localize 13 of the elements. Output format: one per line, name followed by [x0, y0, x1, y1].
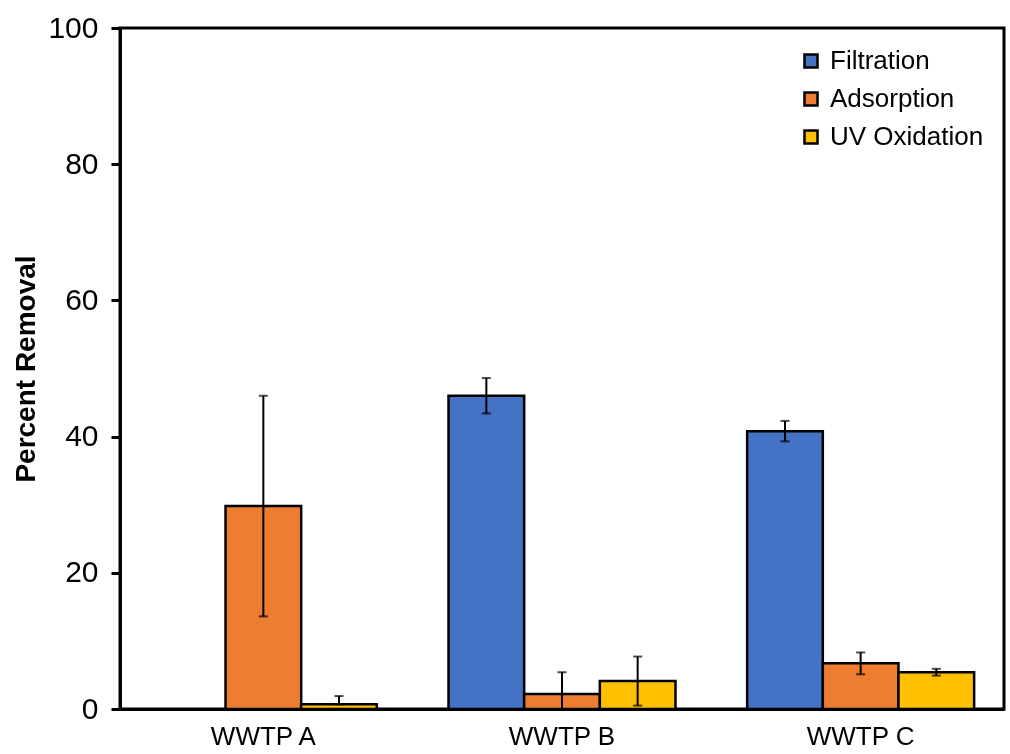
legend-label: UV Oxidation — [830, 121, 984, 151]
y-axis-title: Percent Removal — [10, 255, 42, 483]
legend-label: Filtration — [830, 45, 930, 75]
y-tick-label: 60 — [65, 282, 99, 316]
y-tick-label: 80 — [65, 146, 99, 180]
y-tick-label: 0 — [81, 691, 99, 725]
y-tick-label: 100 — [48, 10, 99, 44]
y-tick-label: 20 — [65, 555, 99, 589]
y-tick-label: 40 — [65, 419, 99, 453]
x-tick-label: WWTP C — [806, 720, 915, 751]
legend-label: Adsorption — [830, 83, 955, 113]
x-tick-label: WWTP B — [508, 720, 616, 751]
x-tick-label: WWTP A — [210, 720, 317, 751]
